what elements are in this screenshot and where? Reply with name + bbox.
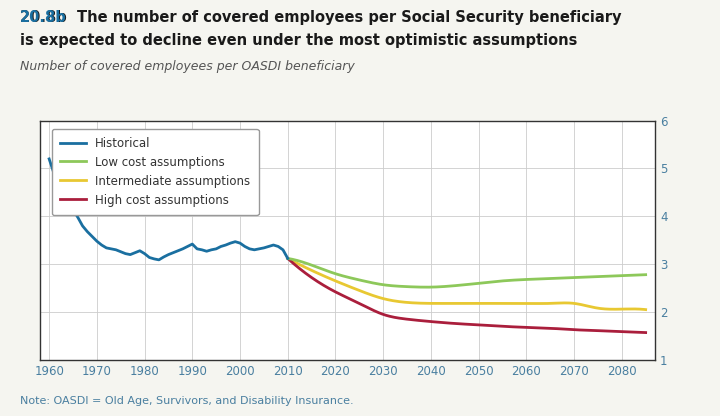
Legend: Historical, Low cost assumptions, Intermediate assumptions, High cost assumption: Historical, Low cost assumptions, Interm… [52, 129, 258, 215]
Text: 20.8b: 20.8b [20, 10, 67, 25]
Text: Number of covered employees per OASDI beneficiary: Number of covered employees per OASDI be… [20, 60, 355, 73]
Text: is expected to decline even under the most optimistic assumptions: is expected to decline even under the mo… [20, 33, 577, 48]
Text: 20.8b  The number of covered employees per Social Security beneficiary: 20.8b The number of covered employees pe… [20, 10, 621, 25]
Text: Note: OASDI = Old Age, Survivors, and Disability Insurance.: Note: OASDI = Old Age, Survivors, and Di… [20, 396, 354, 406]
